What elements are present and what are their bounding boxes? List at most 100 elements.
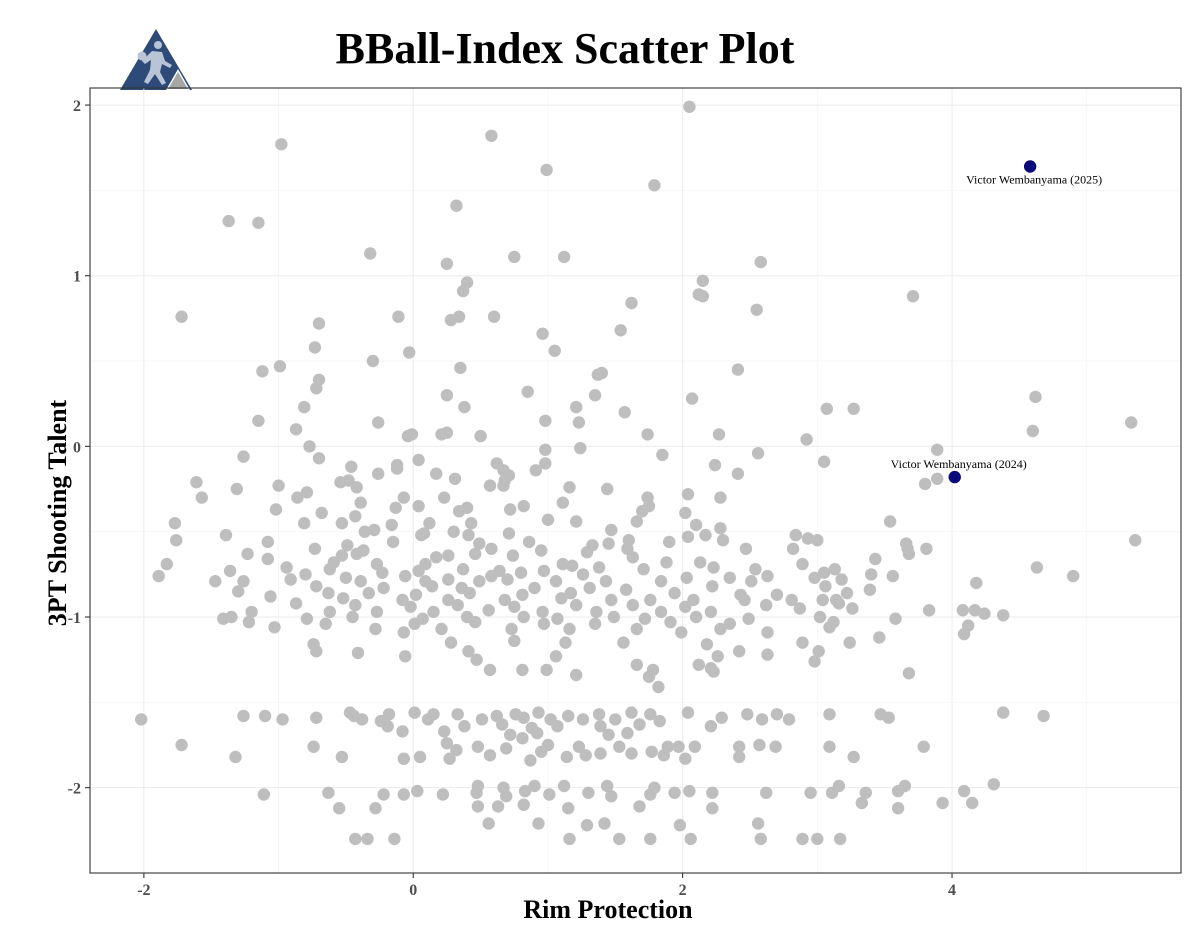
data-point	[475, 713, 489, 726]
data-point	[399, 650, 412, 663]
data-point	[237, 575, 250, 588]
data-point	[570, 400, 583, 414]
data-point	[689, 518, 703, 532]
data-point	[369, 802, 382, 815]
data-point	[264, 590, 277, 603]
data-point	[723, 617, 736, 630]
data-point	[886, 569, 899, 583]
highlighted-points: Victor Wembanyama (2025) Victor Wembanyam…	[891, 160, 1102, 484]
data-point	[345, 460, 358, 473]
brand-logo	[118, 28, 192, 90]
data-point	[413, 750, 427, 764]
data-point	[828, 563, 841, 576]
data-point	[440, 426, 454, 439]
data-point	[820, 402, 833, 415]
data-point	[956, 604, 969, 617]
y-tick-label: 0	[73, 439, 81, 456]
data-point	[617, 636, 630, 649]
data-point	[425, 580, 439, 593]
data-point	[679, 752, 692, 765]
data-point	[482, 604, 495, 617]
data-point	[225, 610, 238, 624]
data-point	[232, 585, 245, 598]
data-point	[517, 610, 530, 624]
data-point	[392, 310, 405, 323]
data-point	[456, 563, 470, 576]
data-point	[497, 479, 510, 492]
data-point	[793, 602, 806, 615]
data-point	[601, 482, 614, 496]
data-point	[412, 453, 425, 467]
data-point	[354, 496, 367, 509]
data-point	[362, 586, 375, 600]
data-point	[485, 569, 498, 583]
data-point	[817, 455, 831, 468]
data-point	[706, 786, 719, 799]
data-point	[664, 615, 677, 629]
data-point	[785, 593, 798, 607]
data-point	[708, 458, 722, 472]
data-point	[469, 615, 482, 629]
data-point	[733, 645, 746, 658]
data-point	[556, 557, 569, 571]
y-axis-title: 3PT Shooting Talent	[43, 399, 72, 626]
data-point	[535, 544, 548, 557]
data-point	[1067, 569, 1080, 583]
data-point	[966, 796, 979, 810]
data-point	[473, 575, 486, 588]
data-point	[256, 365, 269, 378]
data-point	[672, 740, 685, 753]
data-point	[427, 605, 440, 619]
data-point	[562, 802, 575, 815]
data-point	[152, 569, 165, 583]
data-point	[298, 400, 311, 414]
data-point	[801, 532, 815, 545]
data-point	[1029, 390, 1042, 404]
data-point	[1125, 416, 1138, 429]
data-point	[517, 499, 530, 513]
data-point	[358, 525, 371, 538]
data-point	[502, 469, 516, 482]
data-point	[540, 163, 553, 177]
data-point	[648, 781, 661, 794]
data-point	[532, 817, 545, 830]
data-point	[859, 786, 872, 799]
data-point	[517, 798, 530, 811]
data-point	[811, 832, 824, 846]
data-point	[754, 255, 767, 269]
data-point	[745, 575, 758, 588]
data-point	[269, 503, 283, 516]
y-axis: -2 -1 0 1 2	[68, 98, 90, 798]
y-tick-label: 1	[73, 269, 81, 286]
data-point	[404, 600, 417, 613]
data-point	[237, 450, 250, 463]
data-point	[668, 586, 681, 600]
data-point	[609, 713, 622, 726]
data-point	[865, 568, 878, 581]
data-point	[506, 549, 520, 562]
data-point	[303, 440, 316, 453]
data-point	[411, 784, 424, 798]
data-point	[968, 604, 982, 617]
data-point	[323, 605, 336, 619]
plot-panel-border	[89, 87, 1182, 874]
data-point	[681, 706, 695, 719]
data-point	[813, 610, 827, 624]
data-point	[769, 740, 782, 753]
data-point	[386, 535, 400, 549]
data-point	[195, 491, 208, 504]
data-point	[450, 743, 463, 757]
data-point	[349, 832, 362, 846]
data-point	[258, 709, 272, 723]
data-point	[514, 566, 528, 579]
data-point	[782, 713, 796, 726]
x-tick-label: -2	[137, 882, 150, 899]
data-point	[502, 527, 516, 540]
data-point	[832, 597, 846, 610]
data-point	[273, 360, 287, 373]
data-point	[539, 457, 552, 470]
data-point	[497, 781, 510, 794]
data-point	[516, 588, 529, 601]
data-point	[696, 274, 709, 287]
data-point	[689, 610, 703, 624]
